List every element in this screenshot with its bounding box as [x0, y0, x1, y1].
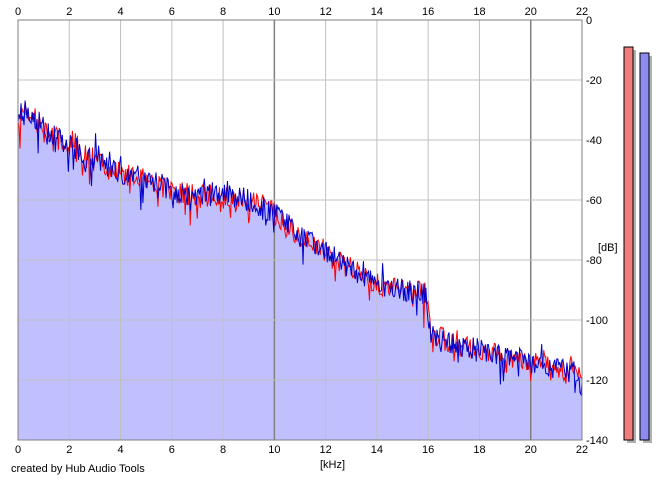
x-tick-label-bottom: 10 [268, 444, 280, 456]
y-axis-label: [dB] [598, 242, 618, 254]
x-tick-label-top: 10 [268, 6, 280, 18]
y-ticks-right: 0 -20 -40 -60 -80 -100 -120 -140 [586, 15, 608, 447]
x-tick-label-bottom: 12 [320, 444, 332, 456]
y-tick-label: 0 [586, 15, 592, 27]
plot-border [17, 19, 583, 441]
x-tick-label-bottom: 0 [15, 444, 21, 456]
x-tick-label-bottom: 4 [117, 444, 123, 456]
x-ticks-bottom: 0 2 4 6 8 10 12 14 16 18 20 22 [15, 444, 588, 456]
x-axis-label: [kHz] [320, 459, 345, 471]
level-meter-right [639, 52, 650, 441]
x-tick-label-bottom: 14 [371, 444, 383, 456]
y-tick-label: -140 [586, 435, 608, 447]
y-tick-label: -80 [586, 255, 602, 267]
grid [18, 20, 582, 440]
x-tick-label-top: 20 [525, 6, 537, 18]
y-tick-label: -40 [586, 135, 602, 147]
x-tick-label-top: 8 [220, 6, 226, 18]
level-meter-left [623, 46, 634, 441]
x-ticks-top: 0 2 4 6 8 10 12 14 16 18 20 22 [15, 6, 588, 18]
x-tick-label-top: 4 [117, 6, 123, 18]
x-tick-label-bottom: 16 [422, 444, 434, 456]
series-line-right [17, 100, 583, 397]
x-tick-label-top: 0 [15, 6, 21, 18]
series-line-left [17, 102, 583, 384]
x-tick-label-bottom: 18 [473, 444, 485, 456]
x-tick-label-bottom: 20 [525, 444, 537, 456]
credit-text: created by Hub Audio Tools [11, 463, 145, 475]
x-tick-label-bottom: 22 [576, 444, 588, 456]
x-tick-label-bottom: 6 [169, 444, 175, 456]
x-tick-label-top: 14 [371, 6, 383, 18]
y-tick-label: -100 [586, 315, 608, 327]
x-tick-label-bottom: 2 [66, 444, 72, 456]
x-tick-label-top: 16 [422, 6, 434, 18]
series-layer [17, 100, 583, 397]
y-tick-label: -20 [586, 75, 602, 87]
x-tick-label-top: 12 [320, 6, 332, 18]
y-tick-label: -120 [586, 375, 608, 387]
x-tick-label-bottom: 8 [220, 444, 226, 456]
x-tick-label-top: 6 [169, 6, 175, 18]
x-tick-label-top: 22 [576, 6, 588, 18]
y-tick-label: -60 [586, 195, 602, 207]
level-meters [623, 46, 652, 443]
x-tick-label-top: 2 [66, 6, 72, 18]
x-tick-label-top: 18 [473, 6, 485, 18]
